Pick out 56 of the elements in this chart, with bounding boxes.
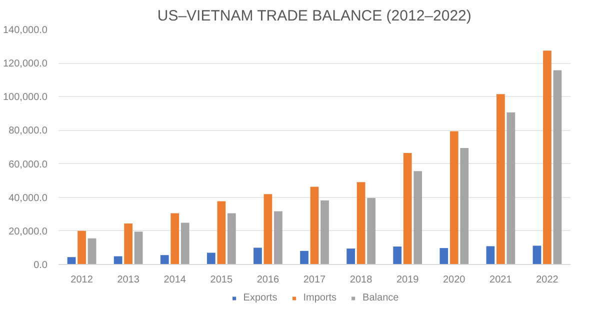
x-tick-label: 2021 <box>490 274 512 286</box>
bar <box>367 198 376 264</box>
bar <box>114 256 122 264</box>
bar <box>440 248 448 264</box>
bar <box>300 250 308 264</box>
bar <box>310 186 319 264</box>
bar <box>496 94 505 264</box>
bar <box>88 238 96 264</box>
bar <box>160 255 169 264</box>
legend-label: Imports <box>303 292 337 304</box>
bar <box>356 182 366 264</box>
bar <box>67 257 76 264</box>
y-tick-label: 0.0 <box>34 260 48 271</box>
bar <box>124 224 133 264</box>
x-tick-label: 2015 <box>210 274 233 286</box>
x-tick-label: 2019 <box>396 274 420 286</box>
x-tick-label: 2014 <box>164 274 186 286</box>
y-tick-label: 40,000.0 <box>8 192 48 204</box>
bar <box>460 148 469 264</box>
bar <box>553 70 562 264</box>
bar <box>180 222 190 264</box>
bar <box>532 246 542 264</box>
bar <box>254 248 262 264</box>
y-tick-label: 120,000.0 <box>3 58 48 70</box>
legend-label: Exports <box>243 292 278 304</box>
x-tick-label: 2017 <box>303 274 326 286</box>
x-tick-label: 2020 <box>443 274 466 286</box>
bar <box>170 213 180 264</box>
bar <box>393 246 402 264</box>
x-tick-label: 2012 <box>70 274 94 286</box>
bar <box>403 153 412 264</box>
bar <box>134 232 143 264</box>
legend-label: Balance <box>362 292 399 304</box>
x-tick-label: 2022 <box>536 274 559 286</box>
y-tick-label: 60,000.0 <box>8 159 48 170</box>
bar <box>486 246 495 264</box>
bar <box>346 248 355 264</box>
bar <box>414 171 422 264</box>
bar <box>320 200 329 264</box>
bar <box>264 194 272 264</box>
bar <box>543 50 552 264</box>
y-tick-label: 140,000.0 <box>3 25 48 36</box>
bar <box>217 201 226 264</box>
y-tick-label: 20,000.0 <box>8 226 48 238</box>
bar <box>227 213 236 264</box>
x-tick-label: 2018 <box>350 274 373 286</box>
y-tick-label: 80,000.0 <box>8 126 48 137</box>
bar <box>78 230 86 264</box>
bar <box>206 252 216 264</box>
bar <box>506 112 516 264</box>
y-tick-label: 100,000.0 <box>3 92 48 104</box>
bar <box>274 211 282 264</box>
x-tick-label: 2013 <box>117 274 140 286</box>
bar <box>450 131 458 264</box>
x-tick-label: 2016 <box>256 274 280 286</box>
chart-title: US–VIETNAM TRADE BALANCE (2012–2022) <box>157 8 472 24</box>
